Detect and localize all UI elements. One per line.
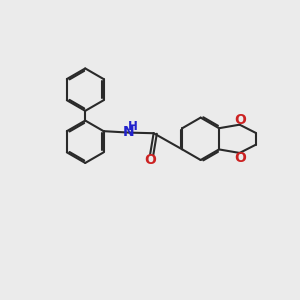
Text: H: H [128,120,138,133]
Text: O: O [234,113,246,127]
Text: N: N [123,125,134,139]
Text: O: O [234,151,246,165]
Text: O: O [144,153,156,167]
